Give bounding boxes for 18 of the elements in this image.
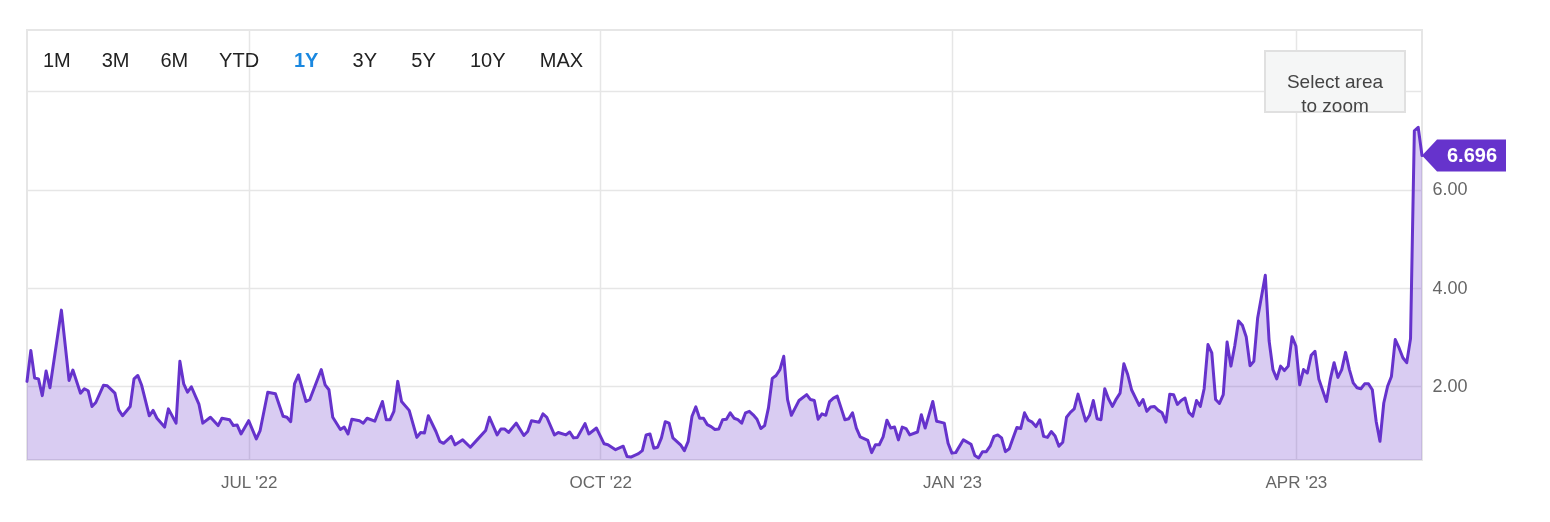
annotation: 1M <box>43 49 71 71</box>
annotation: MAX <box>539 49 584 71</box>
annotation: Select area to zoom <box>1286 70 1384 116</box>
x-tick-label: JAN '23 <box>922 472 982 492</box>
y-tick-label: 2.00 <box>1432 375 1468 396</box>
x-tick-label: OCT '22 <box>569 472 633 492</box>
annotation: 10Y <box>470 49 506 71</box>
annotation: 1Y <box>293 49 320 71</box>
annotation: 3M <box>101 49 130 71</box>
x-tick-label: APR '23 <box>1265 472 1328 492</box>
annotation: 6.696 <box>1446 143 1498 166</box>
x-tick-label: JUL '22 <box>220 472 278 492</box>
annotation: 5Y <box>411 49 436 71</box>
y-tick-label: 4.00 <box>1432 277 1468 298</box>
annotation: 3Y <box>352 49 378 71</box>
annotation: YTD <box>219 49 260 71</box>
y-tick-label: 6.00 <box>1432 179 1468 200</box>
annotation: 6M <box>160 49 189 71</box>
